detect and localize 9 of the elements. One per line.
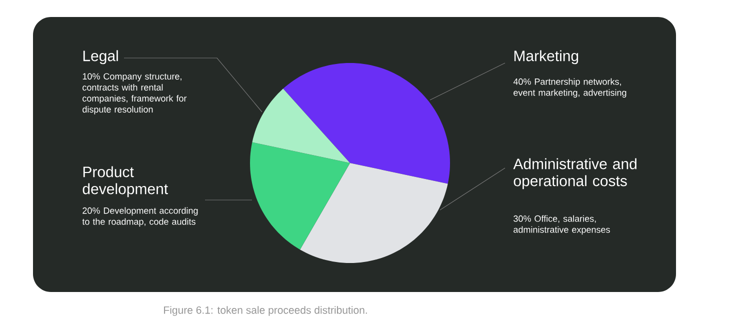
text: 20% Development according to the roadmap, code audits [82, 207, 198, 227]
slice-label: Product development [82, 166, 168, 198]
text: 10% Company structure, contracts with rental companies, framework for dispute resolution [82, 73, 187, 114]
text: 40% Partnership networks, event marketing, advertising [513, 78, 626, 98]
slice-label: Marketing [514, 50, 578, 64]
slice-label: Legal [83, 50, 118, 64]
text: 30% Office, salaries, administrative expenses [514, 215, 610, 235]
slice-label: Administrative and operational costs [513, 158, 636, 190]
caption: Figure 6.1: token sale proceeds distribution. [164, 306, 367, 316]
